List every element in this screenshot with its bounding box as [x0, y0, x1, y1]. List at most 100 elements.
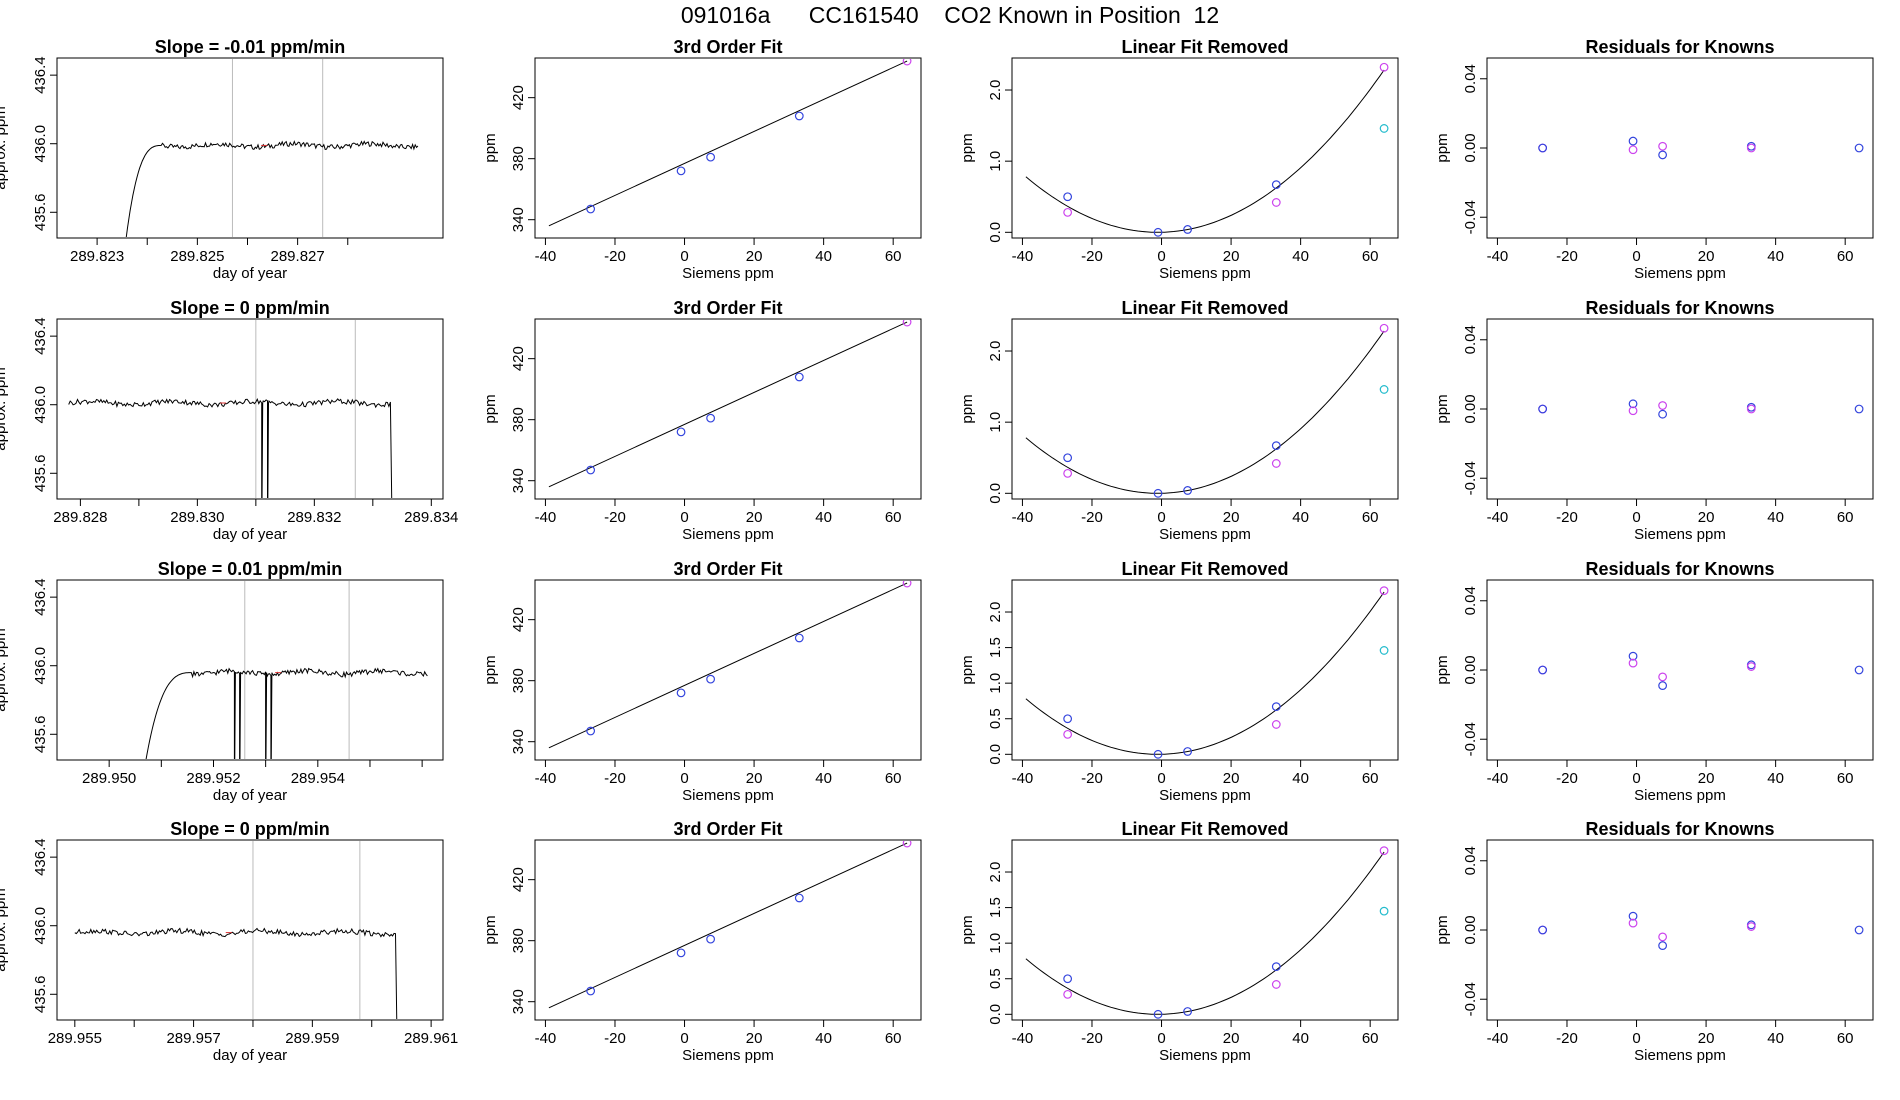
y-tick-label: 340: [510, 729, 527, 754]
x-tick-label: 40: [815, 1030, 832, 1047]
data-point: [586, 204, 596, 214]
y-axis-label: ppm: [1434, 655, 1451, 684]
y-axis-label: ppm: [959, 915, 976, 944]
data-point: [1658, 401, 1668, 410]
data-point: [1379, 124, 1389, 133]
plot-frame: [1011, 579, 1399, 761]
plot-area: [548, 59, 912, 227]
chart-panel: 3rd Order Fit -40 -20 0 20 40 60 340 380 420 Sieme…: [482, 819, 922, 1064]
plot-frame: [534, 57, 922, 239]
data-point: [1854, 143, 1864, 153]
x-tick-label: 60: [1362, 770, 1379, 787]
x-tick-label: 20: [746, 770, 763, 787]
data-point: [1183, 225, 1193, 234]
x-tick-label: 0: [680, 248, 688, 265]
data-point: [1658, 150, 1668, 160]
page-title: 091016a CC161540 CO2 Known in Position 1…: [680, 2, 1220, 28]
x-tick-label: -40: [1487, 509, 1509, 526]
x-tick-label: 40: [1767, 509, 1784, 526]
data-point: [1153, 1009, 1163, 1019]
x-tick-label: 60: [1837, 509, 1854, 526]
data-point: [1153, 749, 1163, 759]
x-tick-label: -20: [604, 509, 626, 526]
x-tick-label: -40: [1487, 1030, 1509, 1047]
y-tick-label: 420: [510, 346, 527, 371]
data-point: [794, 111, 804, 121]
plot-frame: [1486, 839, 1874, 1021]
data-point: [1628, 918, 1638, 928]
x-tick-label: -20: [1556, 248, 1578, 265]
data-point: [1854, 925, 1864, 935]
x-tick-label: 289.961: [404, 1030, 458, 1047]
x-tick-label: 60: [1837, 248, 1854, 265]
y-tick-label: 435.6: [32, 976, 49, 1014]
data-point: [706, 413, 716, 423]
chart-title: Residuals for Knowns: [1585, 819, 1774, 839]
x-tick-label: 20: [1698, 770, 1715, 787]
x-axis-label: Siemens ppm: [1634, 265, 1726, 282]
y-tick-label: 1.0: [987, 673, 1004, 694]
data-trace: [145, 667, 428, 759]
x-tick-label: 40: [1292, 1030, 1309, 1047]
y-tick-label: 2.0: [987, 602, 1004, 623]
y-tick-label: 436.0: [32, 125, 49, 163]
x-tick-label: 0: [1632, 509, 1640, 526]
x-axis-label: day of year: [213, 526, 287, 543]
x-tick-label: 20: [746, 509, 763, 526]
x-tick-label: -40: [1012, 1030, 1034, 1047]
chart-panel: 3rd Order Fit -40 -20 0 20 40 60 340 380 420 Sieme…: [482, 298, 922, 543]
y-axis-label: ppm: [1434, 915, 1451, 944]
chart-title: Linear Fit Removed: [1121, 37, 1288, 57]
x-tick-label: 20: [1223, 1030, 1240, 1047]
y-tick-label: 1.0: [987, 412, 1004, 433]
data-point: [902, 320, 912, 327]
data-point: [1379, 62, 1389, 72]
data-point: [1271, 180, 1281, 190]
x-tick-label: 40: [1767, 770, 1784, 787]
data-point: [1658, 409, 1668, 419]
plot-area: [1538, 651, 1864, 690]
x-tick-label: 40: [1292, 770, 1309, 787]
x-tick-label: 20: [1698, 1030, 1715, 1047]
data-point: [1183, 486, 1193, 495]
fit-line: [548, 321, 908, 488]
y-tick-label: 435.6: [32, 716, 49, 754]
y-tick-label: 0.0: [987, 1004, 1004, 1025]
plot-area: [1025, 323, 1389, 498]
x-tick-label: 40: [815, 509, 832, 526]
data-point: [676, 948, 686, 958]
y-tick-label: 420: [510, 607, 527, 632]
data-point: [1854, 665, 1864, 675]
plot-frame: [534, 839, 922, 1021]
data-point: [1379, 846, 1389, 856]
x-tick-label: 60: [885, 509, 902, 526]
fit-line: [548, 582, 908, 749]
y-tick-label: 436.4: [32, 317, 49, 355]
x-axis-label: Siemens ppm: [1159, 526, 1251, 543]
chart-title: Residuals for Knowns: [1585, 298, 1774, 318]
data-point: [1063, 729, 1073, 739]
fit-line: [548, 842, 908, 1009]
data-point: [1538, 143, 1548, 153]
fit-curve: [1025, 69, 1385, 233]
data-point: [586, 726, 596, 736]
chart-title: Slope = 0 ppm/min: [170, 819, 330, 839]
plot-area: [548, 581, 912, 749]
y-tick-label: 420: [510, 85, 527, 110]
chart-panel: Slope = 0 ppm/min 289.828 289.830 289.832 28…: [0, 298, 458, 543]
data-point: [1063, 192, 1073, 202]
y-tick-label: 0.0: [987, 222, 1004, 243]
x-tick-label: 20: [1223, 509, 1240, 526]
x-tick-label: 0: [1157, 509, 1165, 526]
data-point: [1271, 198, 1281, 207]
data-point: [1063, 714, 1073, 724]
x-tick-label: -40: [1012, 509, 1034, 526]
x-axis-label: Siemens ppm: [682, 526, 774, 543]
plot-frame: [56, 57, 444, 239]
chart-panel: Residuals for Knowns -40 -20 0 20 40 60 -0.04 0.…: [1434, 298, 1874, 543]
x-tick-label: 40: [815, 770, 832, 787]
x-tick-label: 289.828: [53, 509, 107, 526]
x-tick-label: -20: [604, 248, 626, 265]
chart-panel: 3rd Order Fit -40 -20 0 20 40 60 340 380 420 Sieme…: [482, 559, 922, 804]
x-tick-label: 0: [1632, 770, 1640, 787]
